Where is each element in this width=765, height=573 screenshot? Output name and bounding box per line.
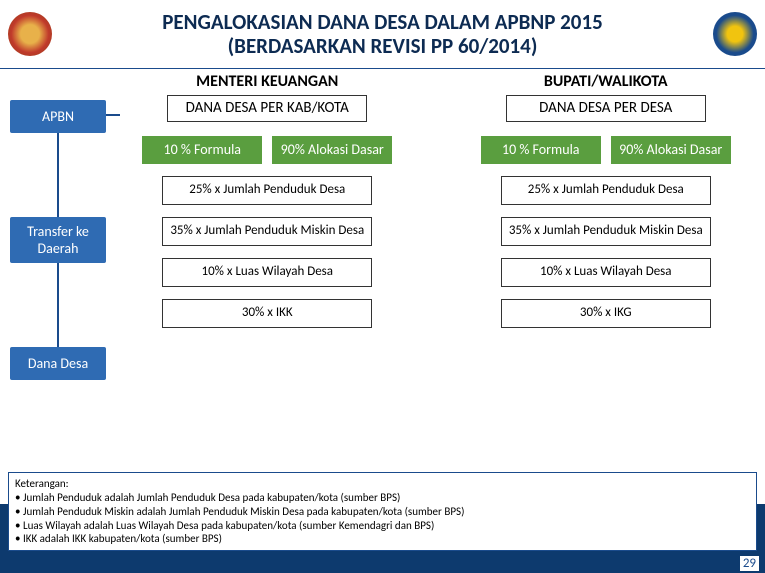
title-line-2: (BERDASARKAN REVISI PP 60/2014) (52, 34, 713, 58)
column-bupati: BUPATI/WALIKOTA DANA DESA PER DESA 10 % … (457, 72, 756, 328)
criteria-0-1: 35% x Jumlah Penduduk Miskin Desa (162, 217, 372, 246)
note-3: IKK adalah IKK kabupaten/kota (sumber BP… (23, 532, 222, 545)
garuda-logo-icon (8, 12, 52, 56)
criteria-0-3: 30% x IKK (162, 299, 372, 328)
notes-box: Keterangan: • Jumlah Penduduk adalah Jum… (8, 472, 757, 551)
box-apbn: APBN (10, 100, 106, 133)
criteria-0-2: 10% x Luas Wilayah Desa (162, 258, 372, 287)
criteria-1-2: 10% x Luas Wilayah Desa (501, 258, 711, 287)
connector-v1 (57, 133, 59, 217)
criteria-1-3: 30% x IKG (501, 299, 711, 328)
left-flow-column: APBN Transfer ke Daerah Dana Desa (8, 100, 108, 380)
note-1: Jumlah Penduduk Miskin adalah Jumlah Pen… (23, 505, 464, 518)
box-alokasi-0: 90% Alokasi Dasar (272, 136, 392, 164)
header-bupati: BUPATI/WALIKOTA (544, 72, 668, 91)
box-transfer: Transfer ke Daerah (10, 217, 106, 263)
slide-header: PENGALOKASIAN DANA DESA DALAM APBNP 2015… (0, 0, 765, 68)
criteria-0-0: 25% x Jumlah Penduduk Desa (162, 176, 372, 205)
note-2: Luas Wilayah adalah Luas Wilayah Desa pa… (23, 519, 434, 532)
box-dana-desa: Dana Desa (10, 347, 106, 380)
criteria-1-1: 35% x Jumlah Penduduk Miskin Desa (501, 217, 711, 246)
subheader-kabkota: DANA DESA PER KAB/KOTA (167, 95, 367, 122)
kemenkeu-logo-icon (713, 12, 757, 56)
column-menteri: MENTERI KEUANGAN DANA DESA PER KAB/KOTA … (118, 72, 417, 328)
note-0: Jumlah Penduduk adalah Jumlah Penduduk D… (23, 491, 400, 504)
box-formula-0: 10 % Formula (142, 136, 262, 164)
diagram-content: APBN Transfer ke Daerah Dana Desa MENTER… (0, 72, 765, 503)
header-menteri: MENTERI KEUANGAN (196, 72, 338, 91)
box-formula-1: 10 % Formula (481, 136, 601, 164)
page-number: 29 (740, 556, 759, 571)
title-line-1: PENGALOKASIAN DANA DESA DALAM APBNP 2015 (52, 10, 713, 34)
subheader-desa: DANA DESA PER DESA (506, 95, 706, 122)
criteria-1-0: 25% x Jumlah Penduduk Desa (501, 176, 711, 205)
connector-v2 (57, 263, 59, 347)
allocation-columns: MENTERI KEUANGAN DANA DESA PER KAB/KOTA … (118, 72, 755, 503)
slide-title: PENGALOKASIAN DANA DESA DALAM APBNP 2015… (52, 10, 713, 58)
box-alokasi-1: 90% Alokasi Dasar (611, 136, 731, 164)
notes-title: Keterangan: (15, 477, 69, 490)
